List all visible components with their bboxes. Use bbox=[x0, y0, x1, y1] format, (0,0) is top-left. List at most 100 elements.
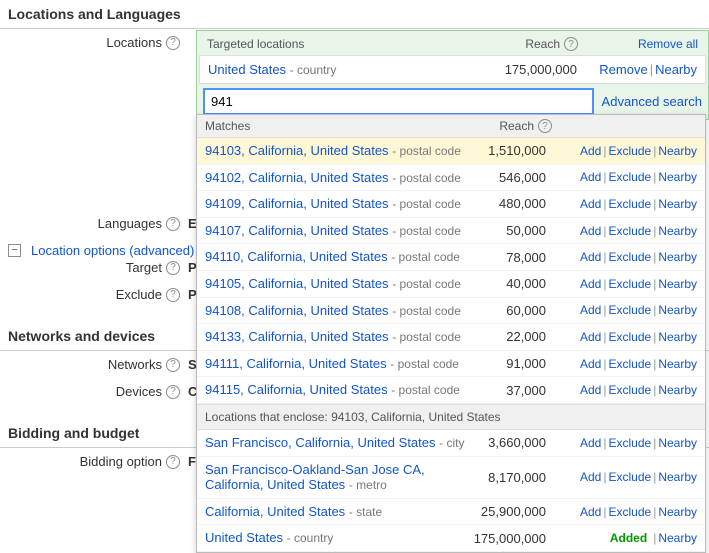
exclude-link[interactable]: Exclude bbox=[608, 436, 651, 450]
nearby-link[interactable]: Nearby bbox=[658, 470, 697, 484]
exclude-link[interactable]: Exclude bbox=[608, 224, 651, 238]
exclude-link[interactable]: Exclude bbox=[608, 505, 651, 519]
suggestion-reach: 8,170,000 bbox=[467, 470, 552, 485]
help-icon[interactable]: ? bbox=[564, 37, 578, 51]
suggestion-name[interactable]: San Francisco, California, United States bbox=[205, 435, 436, 450]
nearby-link[interactable]: Nearby bbox=[658, 330, 697, 344]
nearby-link[interactable]: Nearby bbox=[658, 383, 697, 397]
add-link[interactable]: Add bbox=[580, 505, 601, 519]
add-link[interactable]: Add bbox=[580, 303, 601, 317]
suggestion-name[interactable]: 94105, California, United States bbox=[205, 276, 389, 291]
help-icon[interactable]: ? bbox=[166, 358, 180, 372]
suggestion-row[interactable]: California, United States - state25,900,… bbox=[197, 499, 705, 526]
suggestion-name[interactable]: 94110, California, United States bbox=[205, 249, 388, 264]
nearby-link[interactable]: Nearby bbox=[658, 197, 697, 211]
nearby-link[interactable]: Nearby bbox=[658, 303, 697, 317]
location-type: - postal code bbox=[392, 197, 461, 211]
nearby-link[interactable]: Nearby bbox=[658, 170, 697, 184]
nearby-link[interactable]: Nearby bbox=[655, 62, 697, 77]
suggestion-row[interactable]: San Francisco, California, United States… bbox=[197, 430, 705, 457]
devices-label: Devices bbox=[116, 384, 162, 399]
targeted-location-name[interactable]: United States bbox=[208, 62, 286, 77]
add-link[interactable]: Add bbox=[580, 436, 601, 450]
suggestion-row[interactable]: 94115, California, United States - posta… bbox=[197, 377, 705, 404]
exclude-link[interactable]: Exclude bbox=[608, 250, 651, 264]
suggestion-row[interactable]: 94102, California, United States - posta… bbox=[197, 165, 705, 192]
nearby-link[interactable]: Nearby bbox=[658, 277, 697, 291]
suggestion-row[interactable]: 94111, California, United States - posta… bbox=[197, 351, 705, 378]
suggestion-name[interactable]: 94103, California, United States bbox=[205, 143, 389, 158]
suggestion-reach: 22,000 bbox=[467, 329, 552, 344]
nearby-link[interactable]: Nearby bbox=[658, 224, 697, 238]
help-icon[interactable]: ? bbox=[166, 261, 180, 275]
remove-all-link[interactable]: Remove all bbox=[638, 37, 698, 51]
exclude-link[interactable]: Exclude bbox=[608, 357, 651, 371]
suggestion-name[interactable]: 94111, California, United States bbox=[205, 356, 387, 371]
help-icon[interactable]: ? bbox=[166, 385, 180, 399]
nearby-link[interactable]: Nearby bbox=[658, 144, 697, 158]
add-link[interactable]: Add bbox=[580, 277, 601, 291]
location-type: - postal code bbox=[391, 383, 460, 397]
advanced-search-link[interactable]: Advanced search bbox=[602, 94, 702, 109]
suggestion-row[interactable]: United States - country175,000,000Added|… bbox=[197, 525, 705, 552]
suggestion-row[interactable]: 94105, California, United States - posta… bbox=[197, 271, 705, 298]
exclude-link[interactable]: Exclude bbox=[608, 144, 651, 158]
exclude-link[interactable]: Exclude bbox=[608, 303, 651, 317]
exclude-link[interactable]: Exclude bbox=[608, 277, 651, 291]
exclude-link[interactable]: Exclude bbox=[608, 197, 651, 211]
suggestion-name[interactable]: California, United States bbox=[205, 504, 345, 519]
locations-panel: Targeted locations Reach? Remove all Uni… bbox=[196, 30, 709, 120]
reach-header: Reach bbox=[499, 119, 534, 133]
suggestion-name[interactable]: United States bbox=[205, 530, 283, 545]
nearby-link[interactable]: Nearby bbox=[658, 531, 697, 545]
suggestion-row[interactable]: 94110, California, United States - posta… bbox=[197, 244, 705, 271]
suggestion-name[interactable]: 94115, California, United States bbox=[205, 382, 388, 397]
location-search-input[interactable] bbox=[203, 88, 594, 115]
help-icon[interactable]: ? bbox=[166, 36, 180, 50]
add-link[interactable]: Add bbox=[580, 224, 601, 238]
add-link[interactable]: Add bbox=[580, 170, 601, 184]
nearby-link[interactable]: Nearby bbox=[658, 505, 697, 519]
help-icon[interactable]: ? bbox=[166, 217, 180, 231]
nearby-link[interactable]: Nearby bbox=[658, 250, 697, 264]
suggestion-reach: 480,000 bbox=[467, 196, 552, 211]
exclude-link[interactable]: Exclude bbox=[608, 470, 651, 484]
help-icon[interactable]: ? bbox=[166, 288, 180, 302]
suggestion-name[interactable]: 94109, California, United States bbox=[205, 196, 389, 211]
location-type: - postal code bbox=[392, 330, 461, 344]
add-link[interactable]: Add bbox=[580, 470, 601, 484]
suggestion-name[interactable]: 94108, California, United States bbox=[205, 303, 389, 318]
add-link[interactable]: Add bbox=[580, 197, 601, 211]
section-locations-languages: Locations and Languages bbox=[0, 0, 709, 29]
exclude-link[interactable]: Exclude bbox=[608, 330, 651, 344]
suggestion-reach: 25,900,000 bbox=[467, 504, 552, 519]
suggestion-row[interactable]: 94107, California, United States - posta… bbox=[197, 218, 705, 245]
location-options-advanced-link[interactable]: Location options (advanced) bbox=[31, 243, 194, 258]
nearby-link[interactable]: Nearby bbox=[658, 357, 697, 371]
suggestion-name[interactable]: 94107, California, United States bbox=[205, 223, 389, 238]
add-link[interactable]: Add bbox=[580, 144, 601, 158]
add-link[interactable]: Add bbox=[580, 330, 601, 344]
help-icon[interactable]: ? bbox=[538, 119, 552, 133]
suggestion-name[interactable]: 94102, California, United States bbox=[205, 170, 389, 185]
exclude-link[interactable]: Exclude bbox=[608, 383, 651, 397]
suggestion-name[interactable]: 94133, California, United States bbox=[205, 329, 389, 344]
exclude-label: Exclude bbox=[116, 287, 162, 302]
suggestion-row[interactable]: 94108, California, United States - posta… bbox=[197, 298, 705, 325]
add-link[interactable]: Add bbox=[580, 357, 601, 371]
suggestion-row[interactable]: 94109, California, United States - posta… bbox=[197, 191, 705, 218]
suggestion-name[interactable]: San Francisco-Oakland-San Jose CA, Calif… bbox=[205, 462, 425, 493]
collapse-icon[interactable]: − bbox=[8, 244, 21, 257]
suggestion-reach: 546,000 bbox=[467, 170, 552, 185]
add-link[interactable]: Add bbox=[580, 383, 601, 397]
suggestion-reach: 3,660,000 bbox=[467, 435, 552, 450]
add-link[interactable]: Add bbox=[580, 250, 601, 264]
suggestion-row[interactable]: 94133, California, United States - posta… bbox=[197, 324, 705, 351]
suggestion-row[interactable]: San Francisco-Oakland-San Jose CA, Calif… bbox=[197, 457, 705, 499]
help-icon[interactable]: ? bbox=[166, 455, 180, 469]
suggestion-row[interactable]: 94103, California, United States - posta… bbox=[197, 138, 705, 165]
exclude-link[interactable]: Exclude bbox=[608, 170, 651, 184]
nearby-link[interactable]: Nearby bbox=[658, 436, 697, 450]
suggestion-reach: 60,000 bbox=[467, 303, 552, 318]
remove-link[interactable]: Remove bbox=[599, 62, 647, 77]
